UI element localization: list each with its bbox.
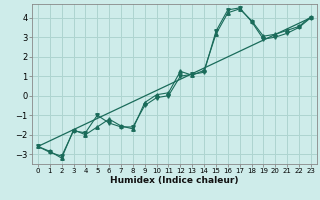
X-axis label: Humidex (Indice chaleur): Humidex (Indice chaleur): [110, 176, 239, 185]
